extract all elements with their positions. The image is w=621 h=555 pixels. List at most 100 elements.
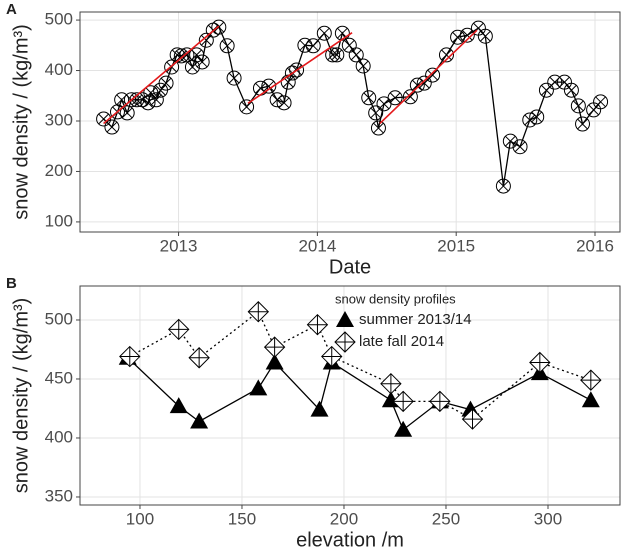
point (581, 391, 600, 408)
point-plus (307, 314, 328, 335)
point-cross (145, 87, 157, 99)
point-cross (121, 107, 133, 119)
point (563, 82, 579, 98)
point (169, 397, 188, 414)
x-tick-label: 2015 (437, 236, 475, 255)
point-cross (350, 49, 362, 61)
y-tick-label: 400 (45, 427, 73, 446)
point-cross (331, 49, 343, 61)
point (512, 139, 528, 155)
point-cross (427, 69, 438, 81)
point (575, 116, 591, 132)
point (321, 345, 343, 368)
point-circle (158, 75, 174, 91)
point (438, 47, 454, 63)
point-plus (119, 346, 140, 367)
point (168, 318, 190, 341)
point-cross (595, 96, 606, 108)
y-tick-label: 500 (45, 10, 73, 29)
point-plus (380, 373, 401, 394)
point-cross (200, 34, 212, 46)
point-cross (389, 92, 401, 104)
point-plus (189, 347, 210, 368)
y-tick-label: 500 (45, 309, 73, 328)
x-tick-label: 150 (228, 509, 256, 528)
y-tick-label: 450 (45, 368, 73, 387)
x-tick-label: 200 (330, 509, 358, 528)
point-plus (393, 391, 414, 412)
point-cross (363, 92, 375, 104)
point-plus (429, 391, 450, 412)
point (334, 331, 356, 353)
point-cross (498, 180, 509, 192)
point (580, 369, 602, 391)
point (380, 372, 402, 395)
point (368, 105, 384, 121)
point (297, 37, 313, 53)
point (348, 47, 364, 63)
legend-label: late fall 2014 (359, 333, 444, 350)
point (394, 420, 413, 437)
point-circle (164, 59, 180, 75)
point (495, 178, 511, 194)
point-cross (405, 91, 416, 103)
point-cross (441, 49, 452, 61)
point-cross (573, 100, 584, 112)
legend-label: summer 2013/14 (359, 311, 472, 328)
x-tick-label: 300 (534, 509, 562, 528)
point-cross (160, 77, 172, 89)
point-circle (96, 111, 112, 127)
point-cross (559, 76, 570, 88)
point (265, 353, 284, 370)
point-cross (299, 39, 311, 51)
point-circle (547, 74, 563, 90)
legend-title: snow density profiles (335, 291, 456, 306)
point (529, 351, 551, 374)
point-circle (512, 139, 528, 155)
point-circle (348, 47, 364, 63)
point (249, 379, 268, 396)
point-circle (522, 112, 538, 128)
point (361, 90, 377, 106)
point-circle (495, 178, 511, 194)
point-circle (425, 67, 441, 83)
point-plus (168, 319, 189, 340)
point-circle (194, 54, 210, 70)
point (593, 94, 609, 110)
x-tick-label: 2016 (576, 236, 614, 255)
x-tick-label: 250 (432, 509, 460, 528)
point (158, 75, 174, 91)
point-cross (196, 56, 208, 68)
point (104, 119, 120, 135)
point (188, 347, 210, 369)
point (529, 109, 545, 125)
point-cross (577, 118, 588, 130)
point-cross (378, 98, 390, 110)
point (119, 345, 141, 368)
x-axis-title: elevation /m (296, 529, 404, 551)
point-circle (104, 119, 120, 135)
point-circle (123, 92, 139, 108)
point (247, 301, 270, 323)
point-cross (327, 49, 339, 61)
point (316, 25, 332, 41)
plot-border (79, 285, 621, 506)
point-plus (529, 352, 550, 373)
point-circle (538, 82, 554, 98)
x-tick-label: 2013 (160, 236, 198, 255)
point-cross (150, 94, 162, 106)
point-circle (289, 62, 305, 78)
point-cross (155, 84, 166, 96)
point (143, 85, 159, 101)
point-circle (438, 47, 454, 63)
point (392, 390, 414, 413)
point (148, 92, 164, 108)
point (194, 54, 210, 70)
point (239, 99, 255, 115)
point-cross (307, 40, 319, 52)
point-circle (226, 70, 242, 86)
y-axis-title: snow density / (kg/m³) (10, 24, 32, 220)
point (325, 47, 341, 63)
x-axis-title: Date (329, 256, 371, 278)
